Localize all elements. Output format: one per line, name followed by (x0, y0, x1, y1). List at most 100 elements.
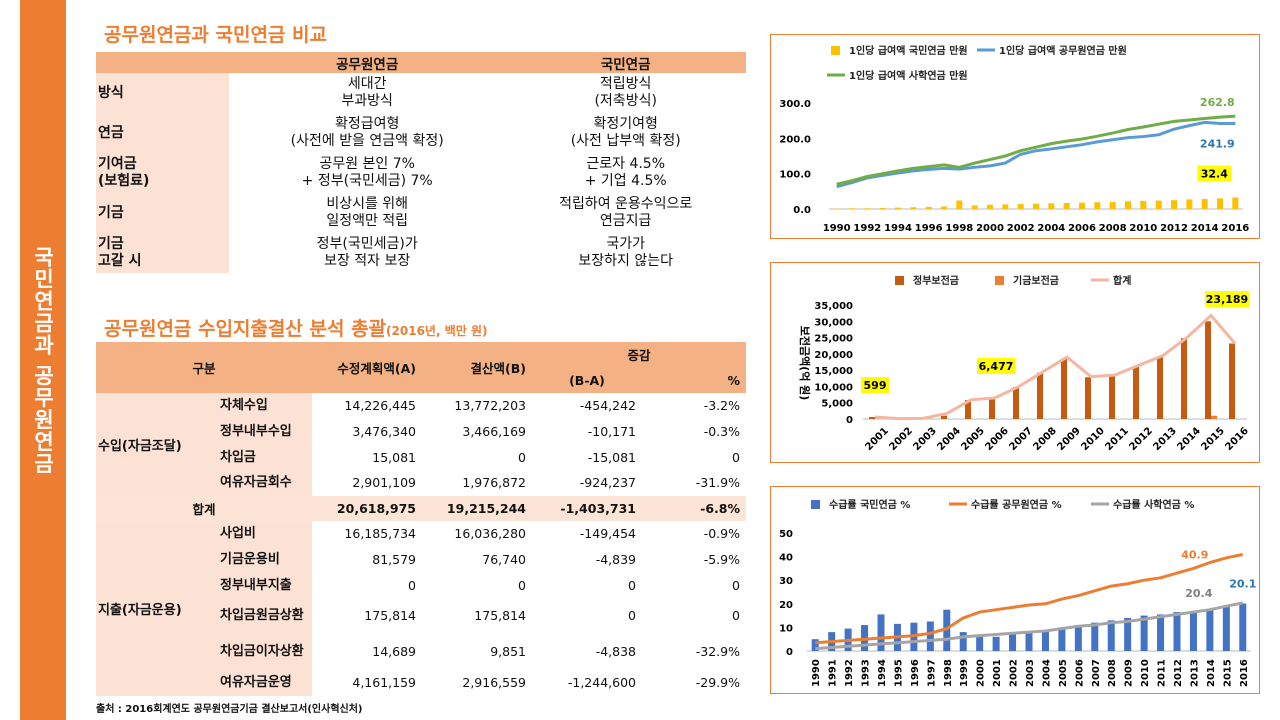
total-diff: -1,403,731 (532, 495, 642, 522)
cell-pct: -32.9% (695, 644, 740, 660)
cell-actual: 13,772,203 (454, 398, 526, 414)
table-row: 차입금이자상환 14,689 9,851 -4,838 -32.9% (96, 633, 746, 670)
x-tick-label: 2006 (1068, 223, 1096, 234)
bar (965, 400, 971, 419)
row-name: 여유자금운영 (216, 669, 312, 696)
x-tick-label: 2007 (1091, 659, 1102, 687)
x-tick-label: 2016 (1223, 425, 1250, 452)
cell-actual: 0 (518, 577, 526, 593)
data-label-bg (1197, 165, 1232, 182)
series-line (815, 553, 1244, 645)
cell-pct: -31.9% (695, 475, 740, 491)
comparison-gov-cell: 확정급여형 (사전에 받을 연금액 확정) (290, 116, 444, 149)
legend-label: 1인당 급여액 국민연금 만원 (849, 44, 968, 57)
finance-title: 공무원연금 수입지출결산 분석 총괄(2016년, 백만 원) (104, 314, 488, 341)
x-tick-label: 2015 (1222, 659, 1233, 687)
bar (987, 204, 993, 209)
y-tick-label: 0.0 (793, 205, 811, 216)
finance-header-pct: % (642, 367, 746, 394)
x-tick-label: 1995 (893, 659, 904, 687)
legend-swatch (811, 500, 820, 509)
bar (1091, 622, 1099, 651)
legend-label: 기금보전금 (1013, 274, 1059, 287)
expense-group-label: 지출(자금운용) (96, 521, 216, 696)
total-planned: 20,618,975 (312, 495, 422, 522)
bar (941, 206, 947, 209)
comparison-row: 기금 고갈 시 정부(국민세금)가 보장 적자 보장 국가가 보장하지 않는다 (96, 233, 746, 273)
cell-diff: -924,237 (579, 475, 636, 491)
bar (1155, 200, 1162, 209)
x-tick-label: 1992 (853, 223, 881, 234)
y-tick-label: 100.0 (779, 170, 811, 181)
cell-diff: 0 (628, 577, 636, 593)
y-tick-label: 10,000 (814, 382, 853, 393)
x-tick-label: 2000 (976, 223, 1004, 234)
total-actual: 19,215,244 (422, 495, 532, 522)
data-label-bg (861, 377, 889, 394)
row-name: 차입금 (216, 444, 312, 470)
comparison-row-label: 기금 고갈 시 (96, 233, 229, 273)
y-tick-label: 0 (786, 647, 793, 658)
x-tick-label: 2014 (1191, 223, 1219, 234)
cell-pct: -0.3% (703, 424, 740, 440)
side-title-wrap: 국민연금과 공무원연금 (20, 0, 66, 720)
legend-label: 1인당 급여액 공무원연금 만원 (999, 44, 1127, 57)
comparison-row-label: 연금 (96, 113, 229, 153)
bar (1079, 202, 1085, 209)
finance-header-category: 구분 (96, 342, 312, 394)
legend-swatch (831, 46, 840, 55)
bar (926, 621, 934, 651)
x-tick-label: 2004 (1041, 659, 1052, 687)
finance-header-planned: 수정계획액(A) (312, 342, 422, 394)
x-tick-label: 2011 (1157, 659, 1168, 687)
comparison-gov-cell: 정부(국민세금)가 보장 적자 보장 (316, 236, 418, 269)
bar (1239, 603, 1247, 651)
x-tick-label: 2004 (935, 425, 962, 452)
side-band: 국민연금과 공무원연금 (20, 0, 66, 720)
legend-label: 1인당 급여액 사학연금 만원 (849, 69, 968, 82)
x-tick-label: 2000 (976, 659, 987, 687)
data-label: 20.1 (1229, 578, 1256, 591)
cell-pct: 0 (732, 608, 740, 624)
bar (1033, 203, 1039, 209)
finance-title-text: 공무원연금 수입지출결산 분석 총괄 (104, 318, 387, 340)
bar (925, 206, 932, 209)
data-label: 262.8 (1200, 96, 1235, 109)
comparison-row-label: 기여금 (보험료) (96, 153, 229, 193)
y-tick-label: 200.0 (779, 134, 811, 145)
table-row: 수입(자금조달) 자체수입 14,226,445 13,772,203 -454… (96, 393, 746, 496)
x-tick-label: 2001 (863, 425, 890, 452)
cell-actual: 1,976,872 (462, 475, 526, 491)
bar (1157, 357, 1163, 419)
bar (1217, 198, 1223, 209)
comparison-header-nat: 국민연금 (505, 52, 746, 73)
bar (1173, 612, 1181, 651)
x-tick-label: 2008 (1031, 425, 1058, 452)
legend-label: 합계 (1113, 274, 1131, 287)
comparison-corner (96, 52, 229, 73)
bar (1211, 415, 1217, 419)
x-tick-label: 1990 (811, 659, 822, 687)
x-tick-label: 2005 (959, 425, 986, 452)
x-tick-label: 2002 (1007, 223, 1035, 234)
y-axis-label: 보전금액(억 원) (798, 326, 812, 401)
comparison-row: 기여금 (보험료) 공무원 본인 7% + 정부(국민세금) 7% 근로자 4.… (96, 153, 746, 193)
comparison-row: 방식 세대간 부과방식 적립방식 (저축방식) (96, 73, 746, 113)
cell-pct: -5.9% (703, 552, 740, 568)
x-tick-label: 2013 (1151, 425, 1178, 452)
row-name: 차입금원금상환 (216, 597, 312, 634)
x-tick-label: 2002 (1009, 659, 1020, 687)
cell-planned: 14,689 (372, 644, 416, 660)
cell-planned: 16,185,734 (344, 526, 416, 542)
y-tick-label: 10 (779, 623, 793, 634)
bar (877, 614, 885, 651)
x-tick-label: 2006 (1074, 659, 1085, 687)
data-label-bg (1205, 291, 1249, 307)
bar (811, 639, 819, 651)
legend-label: 정부보전금 (913, 274, 959, 287)
x-tick-label: 2007 (1007, 425, 1034, 452)
cell-pct: 0 (732, 577, 740, 593)
x-tick-label: 2009 (1055, 425, 1082, 452)
table-row: 차입금원금상환 175,814 175,814 0 0 (96, 597, 746, 634)
row-name: 사업비 (216, 521, 312, 547)
